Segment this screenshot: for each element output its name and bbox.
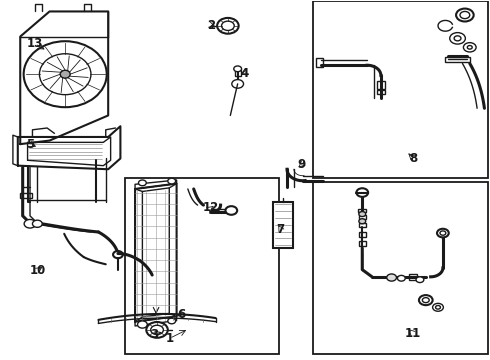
- Bar: [20, 193, 32, 198]
- Text: 4: 4: [241, 67, 249, 80]
- Circle shape: [397, 275, 405, 281]
- Text: 2: 2: [207, 19, 215, 32]
- Circle shape: [467, 45, 472, 49]
- Circle shape: [387, 274, 396, 281]
- Bar: [377, 81, 385, 89]
- Bar: [314, 1, 489, 178]
- Circle shape: [454, 36, 461, 41]
- Circle shape: [139, 180, 147, 186]
- Text: 1: 1: [165, 332, 173, 345]
- Circle shape: [356, 188, 368, 197]
- Circle shape: [168, 178, 175, 184]
- Bar: [235, 69, 241, 76]
- Bar: [359, 241, 366, 246]
- Circle shape: [168, 318, 175, 324]
- Text: 11: 11: [404, 327, 421, 339]
- Circle shape: [221, 21, 234, 31]
- Bar: [409, 274, 417, 280]
- Circle shape: [217, 18, 239, 34]
- Circle shape: [147, 322, 168, 338]
- Ellipse shape: [39, 54, 91, 95]
- Text: 7: 7: [277, 222, 285, 236]
- Circle shape: [419, 295, 433, 305]
- Bar: [273, 202, 293, 248]
- Circle shape: [440, 231, 446, 235]
- Circle shape: [437, 229, 449, 237]
- Text: 8: 8: [410, 152, 417, 165]
- Bar: [314, 182, 489, 354]
- Bar: [125, 178, 279, 354]
- Circle shape: [24, 220, 36, 228]
- Circle shape: [359, 219, 366, 224]
- Circle shape: [464, 42, 476, 52]
- Text: 5: 5: [26, 138, 34, 150]
- Circle shape: [359, 212, 366, 217]
- Circle shape: [225, 206, 237, 215]
- Text: 10: 10: [29, 264, 46, 277]
- Circle shape: [113, 251, 123, 258]
- Circle shape: [416, 277, 424, 283]
- Circle shape: [456, 9, 474, 22]
- Bar: [445, 57, 470, 62]
- Circle shape: [450, 33, 465, 44]
- Text: 6: 6: [177, 308, 186, 321]
- Circle shape: [460, 12, 470, 19]
- Circle shape: [32, 220, 42, 227]
- Circle shape: [138, 321, 147, 328]
- Bar: [359, 223, 366, 226]
- Text: 12: 12: [203, 202, 219, 215]
- Bar: [359, 231, 366, 237]
- Circle shape: [234, 66, 242, 72]
- Text: 3: 3: [150, 328, 159, 341]
- Circle shape: [151, 325, 163, 334]
- Circle shape: [232, 80, 244, 88]
- Text: 9: 9: [297, 158, 305, 171]
- Circle shape: [436, 306, 441, 309]
- Bar: [359, 215, 366, 220]
- Bar: [377, 90, 385, 94]
- Circle shape: [433, 303, 443, 311]
- Text: 13: 13: [27, 37, 43, 50]
- Bar: [358, 209, 366, 212]
- Ellipse shape: [60, 70, 70, 78]
- Circle shape: [422, 298, 429, 303]
- Bar: [316, 58, 323, 67]
- Ellipse shape: [24, 41, 107, 107]
